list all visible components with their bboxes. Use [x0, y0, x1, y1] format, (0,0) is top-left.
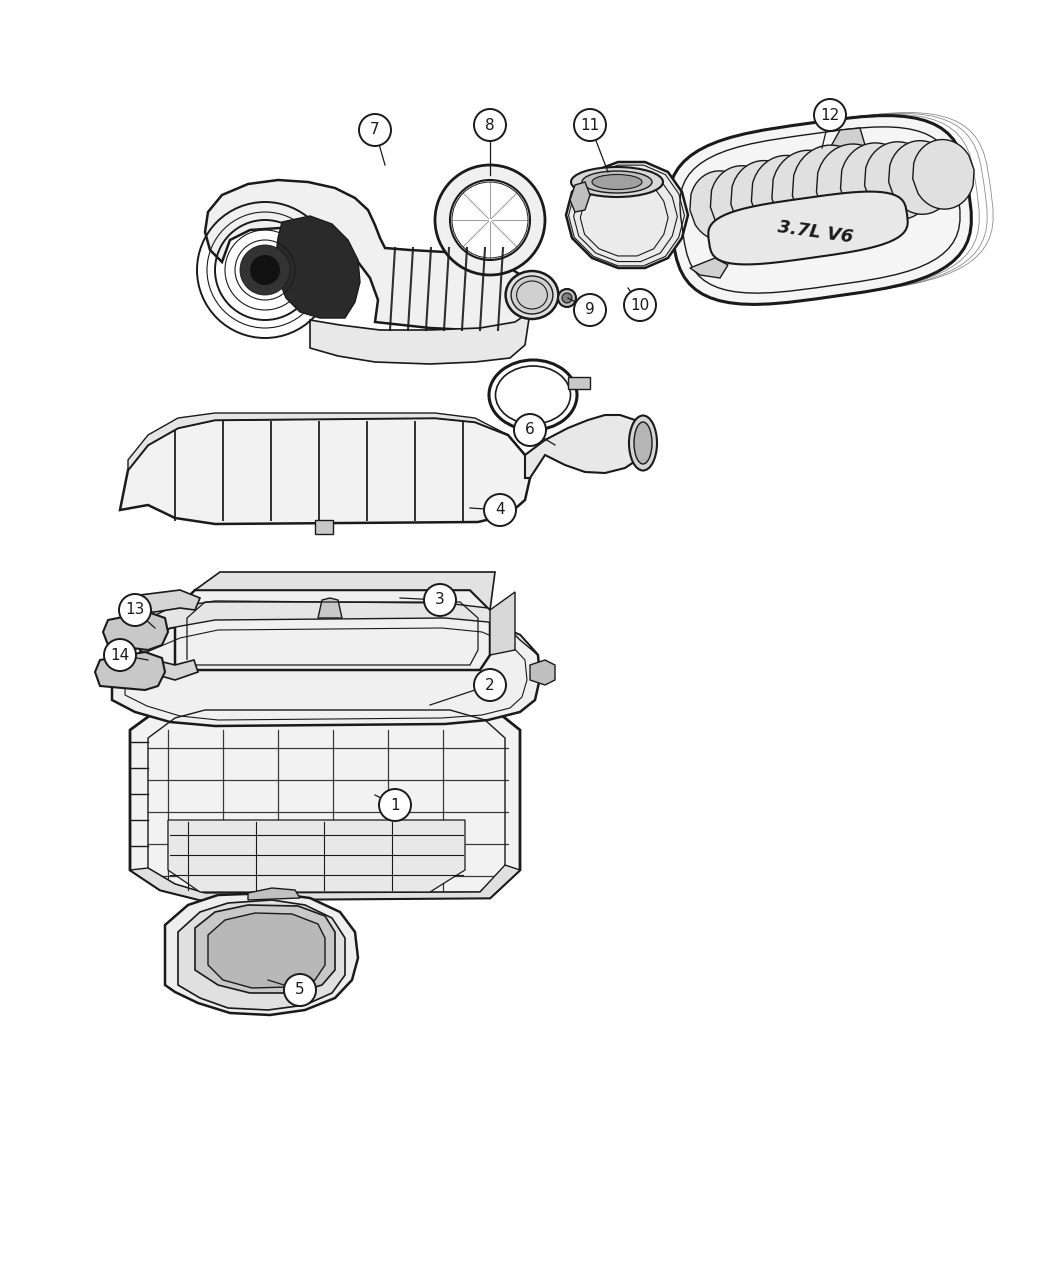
- Text: 3.7L V6: 3.7L V6: [776, 218, 854, 246]
- Polygon shape: [711, 166, 775, 240]
- Bar: [568, 377, 590, 389]
- Polygon shape: [165, 892, 358, 1015]
- Polygon shape: [94, 652, 165, 690]
- Circle shape: [247, 252, 284, 288]
- Polygon shape: [208, 913, 326, 988]
- Circle shape: [359, 113, 391, 147]
- Text: 9: 9: [585, 302, 595, 317]
- Polygon shape: [690, 171, 752, 241]
- Polygon shape: [112, 601, 538, 672]
- Polygon shape: [310, 312, 530, 363]
- Text: 5: 5: [295, 983, 304, 997]
- Text: 12: 12: [820, 107, 840, 122]
- Polygon shape: [140, 650, 198, 680]
- Circle shape: [250, 255, 280, 286]
- Circle shape: [624, 289, 656, 321]
- Text: 1: 1: [391, 797, 400, 812]
- Polygon shape: [140, 590, 200, 612]
- Polygon shape: [130, 864, 520, 900]
- Ellipse shape: [511, 275, 553, 314]
- Ellipse shape: [506, 272, 559, 319]
- Circle shape: [574, 295, 606, 326]
- Ellipse shape: [571, 167, 663, 198]
- Circle shape: [240, 245, 290, 295]
- Polygon shape: [830, 128, 865, 150]
- Polygon shape: [525, 414, 648, 478]
- Circle shape: [514, 414, 546, 446]
- Circle shape: [104, 639, 136, 671]
- Polygon shape: [490, 592, 514, 655]
- Polygon shape: [130, 697, 520, 900]
- Bar: [315, 520, 333, 534]
- Circle shape: [474, 669, 506, 701]
- Ellipse shape: [582, 171, 652, 193]
- Circle shape: [119, 594, 151, 626]
- Polygon shape: [248, 887, 300, 900]
- Polygon shape: [276, 215, 360, 317]
- Polygon shape: [168, 820, 465, 892]
- Text: 8: 8: [485, 117, 495, 133]
- Polygon shape: [840, 143, 912, 224]
- Circle shape: [452, 182, 528, 258]
- Circle shape: [424, 584, 456, 616]
- Text: 3: 3: [435, 593, 445, 607]
- Polygon shape: [195, 905, 335, 993]
- Circle shape: [562, 293, 572, 303]
- Ellipse shape: [629, 416, 657, 470]
- Circle shape: [474, 108, 506, 142]
- Polygon shape: [530, 660, 555, 685]
- Text: 2: 2: [485, 677, 495, 692]
- Text: 11: 11: [581, 117, 600, 133]
- Circle shape: [484, 493, 516, 527]
- Polygon shape: [205, 180, 538, 330]
- Polygon shape: [175, 590, 490, 669]
- Polygon shape: [772, 150, 847, 236]
- Circle shape: [435, 164, 545, 275]
- Text: 6: 6: [525, 422, 534, 437]
- Circle shape: [814, 99, 846, 131]
- Polygon shape: [817, 144, 892, 230]
- Polygon shape: [178, 900, 345, 1010]
- Polygon shape: [318, 598, 342, 618]
- Ellipse shape: [634, 422, 652, 464]
- Polygon shape: [864, 142, 933, 219]
- Polygon shape: [709, 191, 908, 264]
- Text: 10: 10: [630, 297, 650, 312]
- Polygon shape: [731, 161, 799, 238]
- Circle shape: [379, 789, 411, 821]
- Polygon shape: [128, 413, 525, 470]
- Circle shape: [574, 108, 606, 142]
- Polygon shape: [669, 116, 971, 305]
- Polygon shape: [570, 182, 590, 212]
- Polygon shape: [793, 145, 872, 235]
- Polygon shape: [690, 258, 728, 278]
- Text: 14: 14: [110, 648, 129, 663]
- Circle shape: [450, 180, 530, 260]
- Polygon shape: [912, 139, 974, 209]
- Polygon shape: [103, 612, 168, 650]
- Ellipse shape: [592, 175, 642, 190]
- Text: 7: 7: [371, 122, 380, 138]
- Text: 13: 13: [125, 603, 145, 617]
- Circle shape: [558, 289, 576, 307]
- Polygon shape: [195, 572, 495, 609]
- Polygon shape: [112, 618, 540, 725]
- Ellipse shape: [496, 366, 570, 425]
- Polygon shape: [888, 140, 953, 214]
- Polygon shape: [566, 162, 688, 268]
- Polygon shape: [120, 418, 530, 524]
- Circle shape: [284, 974, 316, 1006]
- Text: 4: 4: [496, 502, 505, 518]
- Polygon shape: [752, 156, 823, 237]
